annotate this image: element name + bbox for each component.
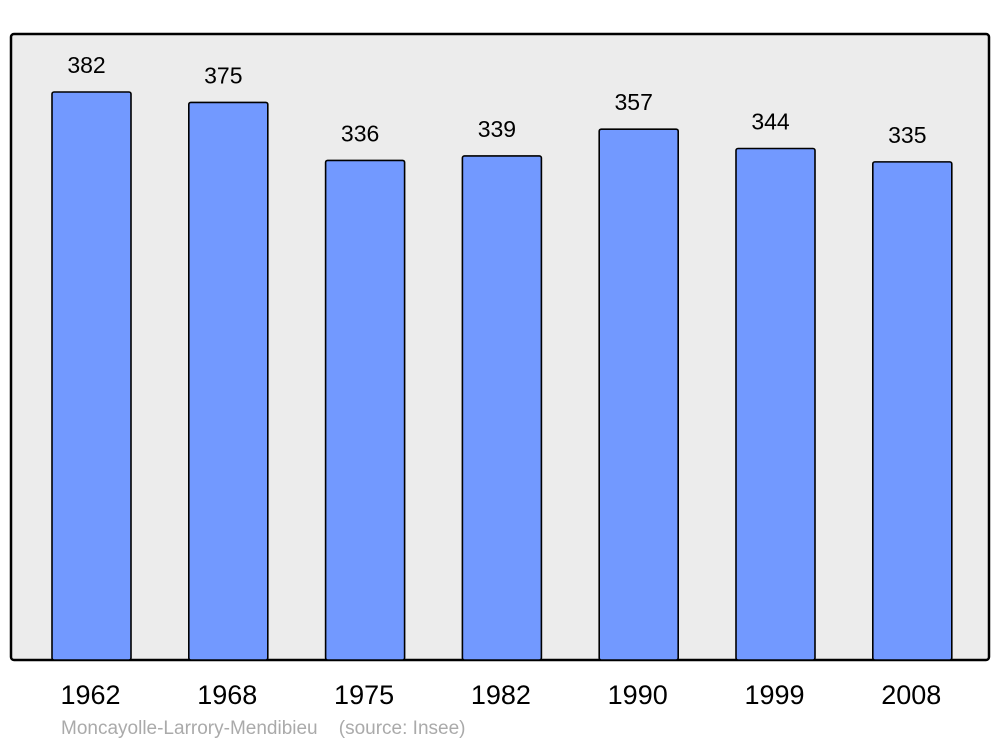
place-name: Moncayolle-Larrory-Mendibieu	[61, 718, 318, 739]
bar-1962	[51, 91, 132, 661]
source-note: (source: Insee)	[338, 718, 466, 739]
bar-1982	[461, 155, 543, 661]
x-tick-label-1982: 1982	[471, 680, 531, 710]
x-tick-label-1968: 1968	[197, 680, 257, 710]
x-tick-label-1990: 1990	[608, 680, 668, 710]
bar-1968	[188, 101, 269, 661]
x-tick-label-1975: 1975	[334, 680, 394, 710]
data-label-1982: 339	[478, 116, 516, 142]
x-tick-label-1999: 1999	[744, 680, 804, 710]
bar-1999	[735, 147, 816, 661]
data-label-2008: 335	[888, 122, 926, 148]
footer: Moncayolle-Larrory-Mendibieu (source: In…	[61, 718, 465, 740]
data-label-1990: 357	[615, 89, 653, 115]
x-tick-label-1962: 1962	[60, 680, 120, 710]
data-label-1975: 336	[341, 120, 379, 146]
bar-2008	[871, 161, 953, 661]
x-tick-label-2008: 2008	[881, 680, 941, 710]
data-label-1968: 375	[204, 62, 242, 88]
bar-1990	[598, 128, 680, 661]
bar-1975	[324, 159, 406, 661]
data-label-1962: 382	[67, 52, 105, 78]
data-label-1999: 344	[751, 108, 790, 134]
